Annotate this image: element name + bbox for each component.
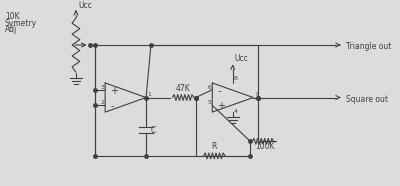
Text: Square out: Square out — [346, 95, 388, 104]
Text: 2: 2 — [100, 100, 104, 105]
Text: Ucc: Ucc — [235, 54, 248, 63]
Text: 7: 7 — [254, 92, 258, 97]
Text: 5: 5 — [208, 100, 211, 105]
Text: 10K: 10K — [5, 12, 20, 21]
Text: -: - — [217, 86, 221, 96]
Text: 1: 1 — [147, 92, 151, 97]
Text: 47K: 47K — [175, 84, 190, 93]
Text: 3: 3 — [100, 85, 104, 90]
Text: Symetry: Symetry — [5, 19, 37, 28]
Text: Adj: Adj — [5, 25, 17, 34]
Text: 8: 8 — [234, 76, 238, 81]
Text: 6: 6 — [208, 85, 211, 90]
Text: C: C — [151, 126, 156, 134]
Text: -: - — [110, 101, 114, 111]
Text: +: + — [110, 86, 118, 96]
Text: 4: 4 — [234, 109, 238, 114]
Text: R: R — [211, 142, 217, 151]
Text: Triangle out: Triangle out — [346, 42, 391, 52]
Text: +: + — [217, 101, 225, 111]
Text: 100K: 100K — [255, 142, 275, 151]
Text: Ucc: Ucc — [79, 1, 93, 10]
